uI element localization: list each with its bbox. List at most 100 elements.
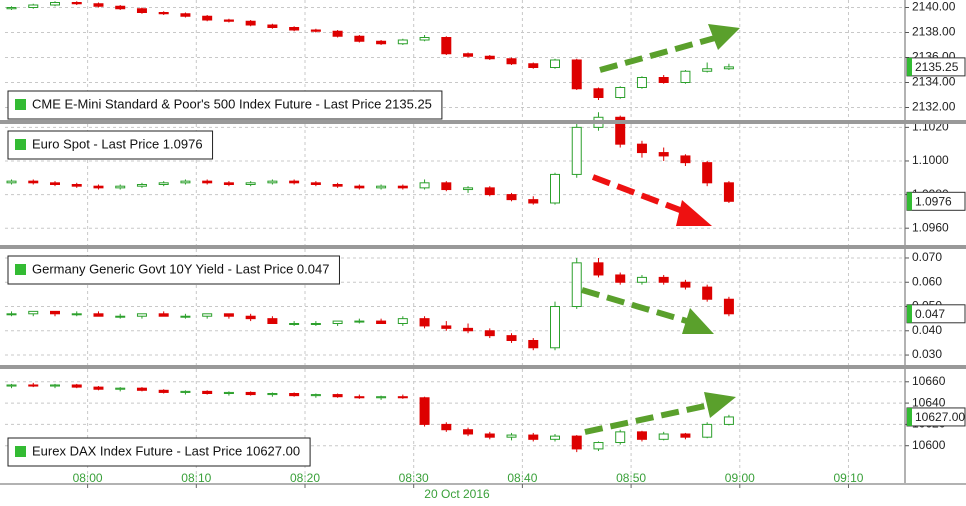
marks: 2132.002134.002136.002138.002140.001.096… [5,0,956,483]
y-tick-label: 0.060 [912,274,942,288]
candle-body [289,393,300,397]
candle-body [571,435,582,450]
candle-body [441,325,452,329]
y-tick-label: 2132.00 [912,100,956,114]
candle-body [615,87,626,98]
candle-body [267,393,278,396]
legend-box [7,90,443,120]
candle-body [550,306,560,349]
candle-body [310,182,321,185]
arrow-head [682,308,714,334]
candle-body [593,262,604,276]
candle-body [419,37,430,41]
candle-body [550,173,560,204]
last-price-swatch [907,192,912,211]
candle-body [723,298,734,315]
candle-body [28,4,39,8]
candle-body [332,184,343,187]
y-tick-label: 0.030 [912,347,942,361]
candle-body [93,313,104,317]
candle-body [354,396,365,399]
candle-body [289,180,300,184]
candle-body [28,310,39,315]
candle-body [593,442,604,450]
legend-text: Eurex DAX Index Future - Last Price 1062… [32,443,300,458]
y-tick-label: 2140.00 [912,0,956,14]
candle-body [71,184,82,187]
candle-body [419,182,430,189]
candle-body [397,396,408,399]
candle-body [528,63,539,68]
candle-body [28,384,39,387]
candle-body [419,318,430,327]
candle-body [267,24,278,28]
candle-body [332,30,343,37]
y-tick-label: 2134.00 [912,75,956,89]
candle-body [702,286,713,300]
candle-body [245,315,256,320]
candle-body [158,389,169,393]
candle-body [463,187,474,191]
candle-body [506,194,517,201]
candle-body [332,320,343,325]
last-price-label: 2135.25 [915,60,959,74]
candle-body [702,162,713,184]
legend-swatch [15,139,26,150]
candle-body [158,313,169,317]
candle-body [680,155,691,164]
panel-separator [0,245,966,249]
legend-text: Euro Spot - Last Price 1.0976 [32,136,203,151]
x-axis-title: 20 Oct 2016 [424,487,490,501]
candle-body [702,68,713,72]
candle-body [441,37,452,55]
candle-body [6,384,17,387]
candle-body [680,433,691,438]
candle-body [50,310,60,315]
candle-body [223,19,234,22]
x-tick-label: 09:10 [833,471,863,485]
candle-body [571,126,582,175]
arrow-head [704,392,736,418]
candle-body [6,180,17,184]
candle-body [50,384,60,387]
candle-body [180,180,191,184]
y-tick-label: 0.070 [912,250,942,264]
candle-body [441,423,452,431]
arrow [599,35,716,73]
candle-body [615,431,626,444]
candle-body [506,434,517,438]
candle-body [180,315,191,318]
candle-body [93,185,104,189]
candle-body [71,313,82,316]
candle-body [615,274,626,283]
candle-body [723,182,734,202]
candle-body [136,8,147,13]
candle-body [550,435,560,440]
candle-body [680,281,691,288]
y-tick-label: 1.0960 [912,220,949,234]
candle-body [528,339,539,349]
candle-body [332,394,343,398]
x-tick-label: 08:00 [73,471,103,485]
candle-body [245,391,256,396]
candle-body [419,397,430,425]
candle-body [289,27,300,31]
candle-body [6,313,17,316]
candle-body [484,330,495,337]
candle-body [310,29,321,32]
candle-body [397,39,408,45]
candle-body [136,184,147,187]
arrow [584,403,706,435]
arrow-head [708,24,740,50]
candle-body [223,182,234,185]
legend-box [7,130,214,160]
candle-body [528,434,539,440]
candle-body [506,335,517,341]
candle-body [6,7,17,10]
last-price-swatch [907,57,912,76]
annotation-arrows [581,24,740,435]
candle-body [245,182,256,185]
last-price-label: 0.047 [915,307,945,321]
arrow-head [676,200,712,226]
